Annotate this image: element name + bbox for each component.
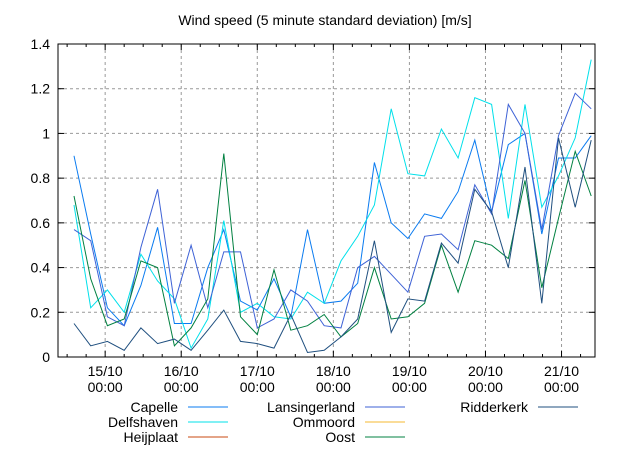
legend-item-oost: Oost [325, 429, 405, 445]
x-tick-label-time: 00:00 [240, 379, 275, 395]
legend-item-capelle: Capelle [131, 399, 228, 415]
x-tick-label-date: 15/10 [88, 363, 123, 379]
legend: CapelleDelfshavenHeijplaatLansingerlandO… [108, 399, 578, 445]
x-tick-label-date: 18/10 [316, 363, 351, 379]
legend-item-ridderkerk: Ridderkerk [460, 399, 578, 415]
legend-label: Ridderkerk [460, 399, 529, 415]
x-tick-label-date: 20/10 [468, 363, 503, 379]
y-tick-label: 1 [42, 125, 50, 141]
legend-label: Capelle [131, 399, 179, 415]
y-tick-label: 0.2 [31, 304, 51, 320]
grid [58, 44, 595, 357]
x-tick-label-date: 21/10 [544, 363, 579, 379]
axes: 00.20.40.60.811.21.415/1000:0016/1000:00… [31, 36, 595, 395]
x-tick-label-time: 00:00 [164, 379, 199, 395]
series-line-delfshaven [73, 59, 592, 350]
x-tick-label-time: 00:00 [468, 379, 503, 395]
series-line-oost [73, 149, 592, 347]
x-tick-label-time: 00:00 [316, 379, 351, 395]
legend-item-delfshaven: Delfshaven [108, 414, 228, 430]
y-tick-label: 1.4 [31, 36, 51, 52]
x-tick-label-time: 00:00 [392, 379, 427, 395]
legend-item-ommoord: Ommoord [293, 414, 405, 430]
legend-label: Oost [325, 429, 355, 445]
series-lines [73, 59, 592, 354]
x-tick-label-time: 00:00 [88, 379, 123, 395]
chart-title: Wind speed (5 minute standard deviation)… [178, 12, 471, 28]
y-tick-label: 0 [42, 349, 50, 365]
x-tick-label-date: 19/10 [392, 363, 427, 379]
x-tick-label-date: 17/10 [240, 363, 275, 379]
y-tick-label: 0.6 [31, 215, 51, 231]
legend-item-heijplaat: Heijplaat [124, 429, 228, 445]
plot-frame [57, 43, 596, 358]
legend-label: Delfshaven [108, 414, 178, 430]
legend-label: Lansingerland [267, 399, 355, 415]
x-tick-label-time: 00:00 [544, 379, 579, 395]
x-tick-label-date: 16/10 [164, 363, 199, 379]
y-tick-label: 0.4 [31, 260, 51, 276]
legend-item-lansingerland: Lansingerland [267, 399, 405, 415]
y-tick-label: 0.8 [31, 170, 51, 186]
series-line-capelle [73, 132, 592, 327]
series-line-ridderkerk [73, 137, 592, 354]
series-line-lansingerland [73, 92, 592, 329]
legend-label: Heijplaat [124, 429, 179, 445]
y-tick-label: 1.2 [31, 81, 51, 97]
legend-label: Ommoord [293, 414, 355, 430]
